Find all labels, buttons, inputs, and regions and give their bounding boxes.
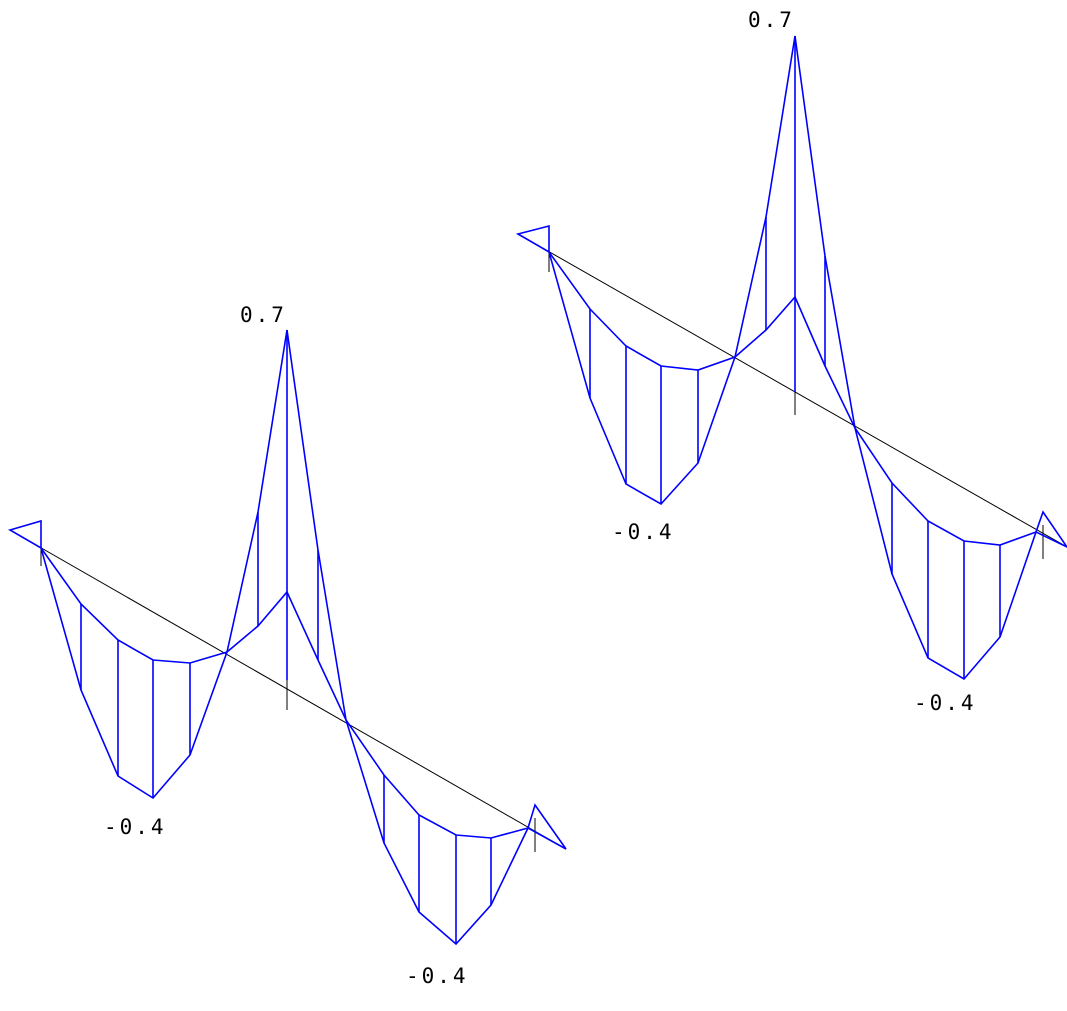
left-inner-curve — [40, 547, 529, 839]
right-inner-curve — [548, 251, 1037, 546]
right-min-left-label: -0.4 — [612, 520, 675, 544]
left-support-right-triangle — [527, 803, 567, 850]
left-beam-axis — [9, 529, 567, 850]
right-outer-curve — [548, 35, 1037, 681]
left-peak-label: 0.7 — [240, 303, 287, 327]
right-ordinates — [589, 36, 1001, 679]
left-support-left-triangle — [7, 519, 42, 550]
right-peak-label: 0.7 — [748, 8, 795, 32]
left-min-right-label: -0.4 — [406, 964, 469, 988]
right-diagram: 0.7 -0.4 -0.4 — [515, 8, 1067, 715]
right-support-right-triangle — [1035, 510, 1067, 548]
right-support-left-triangle — [515, 224, 550, 254]
right-min-right-label: -0.4 — [914, 691, 977, 715]
left-min-left-label: -0.4 — [104, 815, 167, 839]
left-diagram: 0.7 -0.4 -0.4 — [7, 303, 567, 988]
right-beam-axis — [517, 233, 1067, 548]
left-ordinates — [80, 330, 492, 944]
